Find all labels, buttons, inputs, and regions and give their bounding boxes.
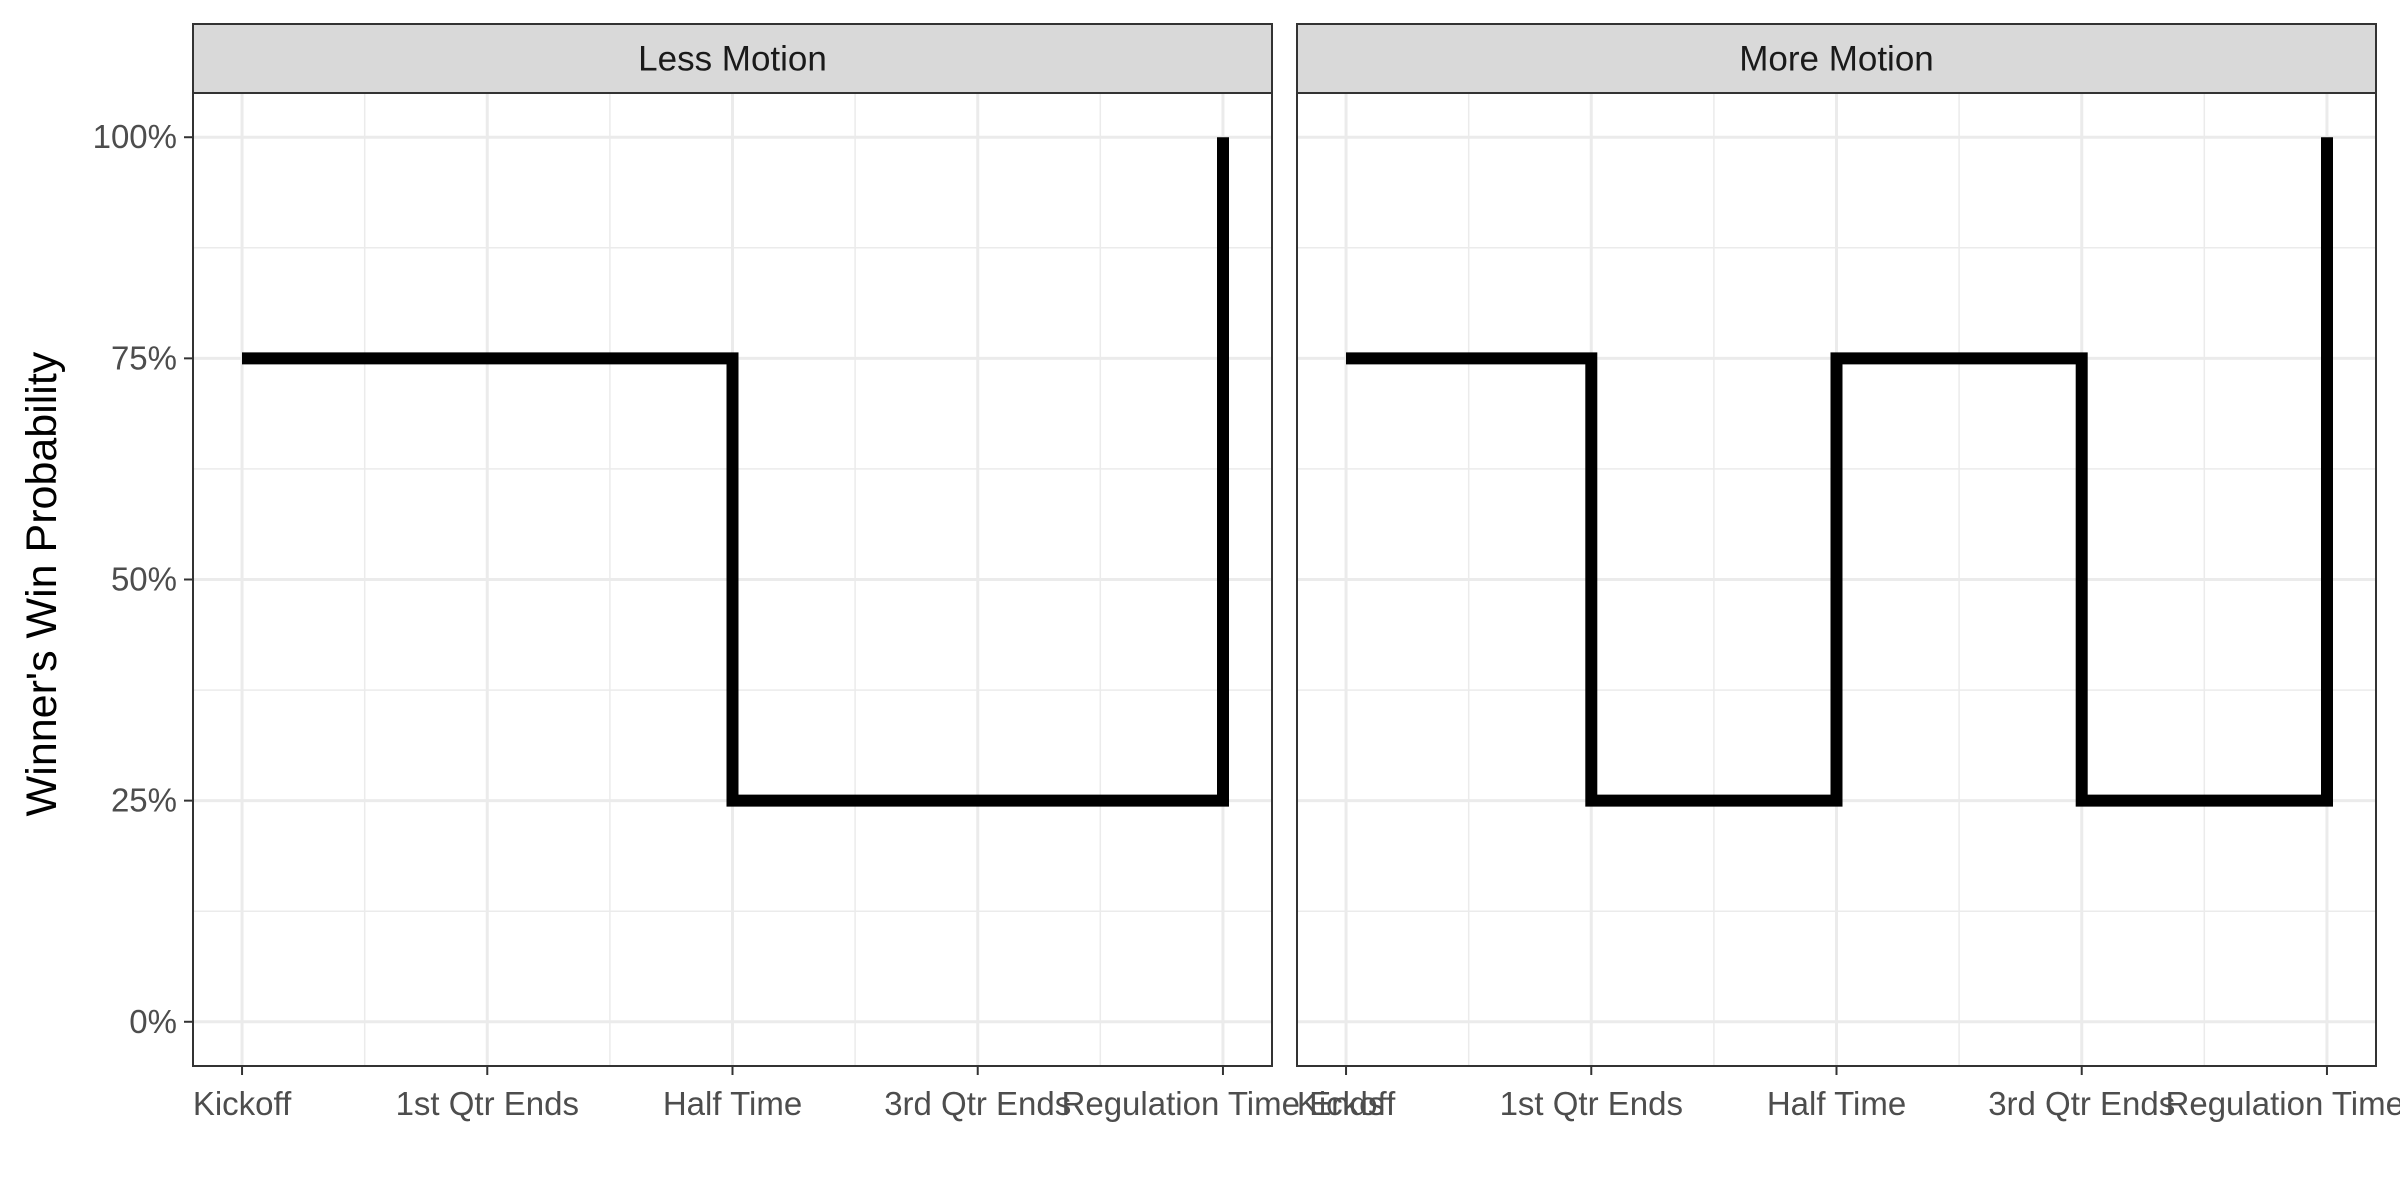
x-tick-label: Kickoff bbox=[193, 1085, 292, 1122]
x-tick-label: Kickoff bbox=[1297, 1085, 1396, 1122]
y-tick-label: 25% bbox=[111, 782, 177, 819]
series-line bbox=[242, 137, 1229, 807]
y-tick-label: 75% bbox=[111, 339, 177, 376]
y-tick-label: 100% bbox=[93, 118, 177, 155]
x-tick-label: Half Time bbox=[663, 1085, 802, 1122]
facet-strip bbox=[1296, 23, 2377, 94]
series-line bbox=[1346, 137, 2333, 807]
x-tick-label: 1st Qtr Ends bbox=[396, 1085, 579, 1122]
y-axis-title: Winner's Win Probability bbox=[18, 351, 66, 816]
x-tick-label: Regulation Time Ends bbox=[2166, 1085, 2400, 1122]
panel-2: More Motion Kickoff 1st Qtr Ends Half Time 3… bbox=[1296, 23, 2400, 1122]
x-tick-label: 3rd Qtr Ends bbox=[884, 1085, 1071, 1122]
x-tick-label: Regulation Time Ends bbox=[1062, 1085, 1385, 1122]
y-tick-label: 0% bbox=[129, 1003, 177, 1040]
facet-strip-title: More Motion bbox=[1739, 40, 1934, 79]
panel-1: Less Motion Kickoff 1st Qtr Ends Half Time 3… bbox=[192, 23, 1385, 1122]
y-tick-label: 50% bbox=[111, 561, 177, 598]
facet-strip bbox=[192, 23, 1273, 94]
facet-strip-title: Less Motion bbox=[638, 40, 827, 79]
x-tick-label: 3rd Qtr Ends bbox=[1988, 1085, 2175, 1122]
x-tick-label: Half Time bbox=[1767, 1085, 1906, 1122]
x-tick-label: 1st Qtr Ends bbox=[1500, 1085, 1683, 1122]
